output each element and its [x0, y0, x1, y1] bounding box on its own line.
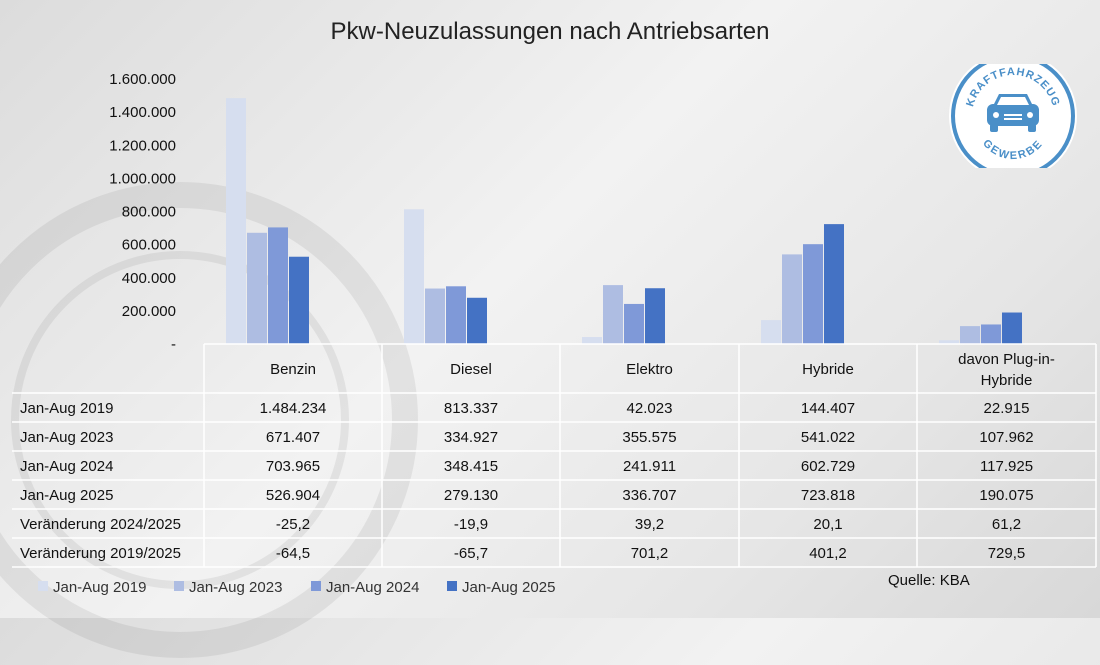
table-cell: 671.407: [266, 429, 320, 446]
bar-0-2: [268, 227, 288, 344]
table-cell: 22.915: [984, 400, 1030, 417]
table-cell: 602.729: [801, 458, 855, 475]
y-tick-label: 1.000.000: [109, 170, 176, 187]
legend-swatch: [311, 581, 321, 591]
table-cell: 723.818: [801, 487, 855, 504]
chart-slide: Pkw-Neuzulassungen nach Antriebsarten -2…: [0, 18, 1080, 658]
y-tick-label: 400.000: [122, 270, 176, 287]
bar-1-2: [446, 286, 466, 344]
legend-swatch: [447, 581, 457, 591]
y-tick-label: 1.200.000: [109, 137, 176, 154]
table-cell: 42.023: [627, 400, 673, 417]
y-tick-label: -: [171, 336, 176, 353]
legend-label: Jan-Aug 2024: [326, 579, 419, 596]
category-label: Elektro: [626, 361, 673, 378]
bar-1-1: [425, 288, 445, 344]
bar-4-2: [981, 324, 1001, 344]
legend-label: Jan-Aug 2019: [53, 579, 146, 596]
chart-canvas: - 200.000 400.000 600.000 800.000 1.000.000 1.…: [20, 71, 1055, 596]
chart-title: Pkw-Neuzulassungen nach Antriebsarten: [330, 18, 770, 45]
bar-2-2: [624, 303, 644, 344]
y-tick-label: 1.600.000: [109, 71, 176, 88]
table-cell: 39,2: [635, 516, 664, 533]
table-cell: 117.925: [980, 458, 1033, 475]
row-label: Veränderung 2019/2025: [20, 545, 181, 562]
table-cell: 241.911: [623, 458, 676, 475]
bar-1-3: [467, 297, 487, 344]
table-cell: -64,5: [276, 545, 310, 562]
table-cell: 1.484.234: [260, 400, 327, 417]
table-cell: 813.337: [444, 400, 498, 417]
table-cell: -65,7: [454, 545, 488, 562]
bar-4-1: [960, 326, 980, 344]
bar-2-0: [582, 337, 602, 344]
kraftfahrzeug-gewerbe-logo: KRAFTFAHRZEUG GEWERBE: [946, 52, 1080, 180]
bar-0-1: [247, 232, 267, 344]
table-cell: 355.575: [622, 429, 676, 446]
bar-2-1: [603, 285, 623, 344]
category-label: Hybride: [802, 361, 854, 378]
table-cell: 541.022: [801, 429, 855, 446]
y-tick-label: 800.000: [122, 204, 176, 221]
row-label: Veränderung 2024/2025: [20, 516, 181, 533]
bar-3-0: [761, 320, 781, 344]
bar-4-3: [1002, 312, 1022, 344]
table-cell: 348.415: [444, 458, 498, 475]
table-cell: 336.707: [622, 487, 676, 504]
bar-4-0: [939, 340, 959, 344]
category-label: Hybride: [981, 372, 1033, 389]
table-cell: 61,2: [992, 516, 1021, 533]
table-cell: 526.904: [266, 487, 320, 504]
table-cell: 401,2: [809, 545, 847, 562]
legend-swatch: [174, 581, 184, 591]
legend-label: Jan-Aug 2023: [189, 579, 282, 596]
table-cell: 729,5: [988, 545, 1026, 562]
table-cell: -25,2: [276, 516, 310, 533]
row-label: Jan-Aug 2025: [20, 487, 113, 504]
y-tick-label: 600.000: [122, 237, 176, 254]
row-label: Jan-Aug 2023: [20, 429, 113, 446]
bar-1-0: [404, 209, 424, 344]
table-cell: 107.962: [979, 429, 1033, 446]
row-label: Jan-Aug 2019: [20, 400, 113, 417]
table-cell: 279.130: [444, 487, 498, 504]
table-cell: 144.407: [801, 400, 855, 417]
row-label: Jan-Aug 2024: [20, 458, 113, 475]
bar-3-1: [782, 254, 802, 344]
y-tick-label: 1.400.000: [109, 104, 176, 121]
bar-2-3: [645, 288, 665, 344]
table-cell: 20,1: [813, 516, 842, 533]
legend-swatch: [38, 581, 48, 591]
table-cell: -19,9: [454, 516, 488, 533]
bar-0-0: [226, 98, 246, 345]
y-tick-label: 200.000: [122, 303, 176, 320]
table-cell: 190.075: [979, 487, 1033, 504]
source-note: Quelle: KBA: [888, 572, 970, 589]
category-label: davon Plug-in-: [958, 351, 1055, 368]
bar-0-3: [289, 256, 309, 344]
table-cell: 334.927: [444, 429, 498, 446]
category-label: Benzin: [270, 361, 316, 378]
bar-3-2: [803, 244, 823, 344]
category-label: Diesel: [450, 361, 492, 378]
bar-3-3: [824, 224, 844, 344]
legend-label: Jan-Aug 2025: [462, 579, 555, 596]
table-cell: 703.965: [266, 458, 320, 475]
table-cell: 701,2: [631, 545, 669, 562]
